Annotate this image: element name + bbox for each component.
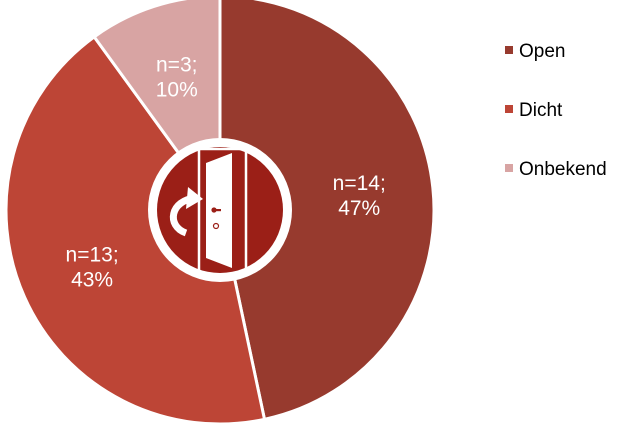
pie-slice-open [218, 0, 436, 422]
legend-swatch-onbekend [505, 164, 513, 172]
center-icon-group [148, 138, 292, 282]
legend-label-onbekend: Onbekend [519, 159, 607, 180]
legend-label-dicht: Dicht [519, 100, 563, 121]
data-label-dicht: n=13; 43% [66, 243, 119, 291]
legend-swatch-dicht [505, 105, 513, 113]
legend: Open Dicht Onbekend [505, 41, 607, 180]
legend-label-open: Open [519, 41, 565, 62]
open-door-icon [169, 147, 248, 270]
data-label-onbekend: n=3; 10% [156, 53, 198, 101]
pie-slice-dicht [4, 34, 267, 425]
legend-swatch-open [505, 46, 513, 54]
data-labels: n=14; 47% n=13; 43% n=3; 10% [66, 53, 386, 291]
data-label-open: n=14; 47% [333, 172, 386, 220]
